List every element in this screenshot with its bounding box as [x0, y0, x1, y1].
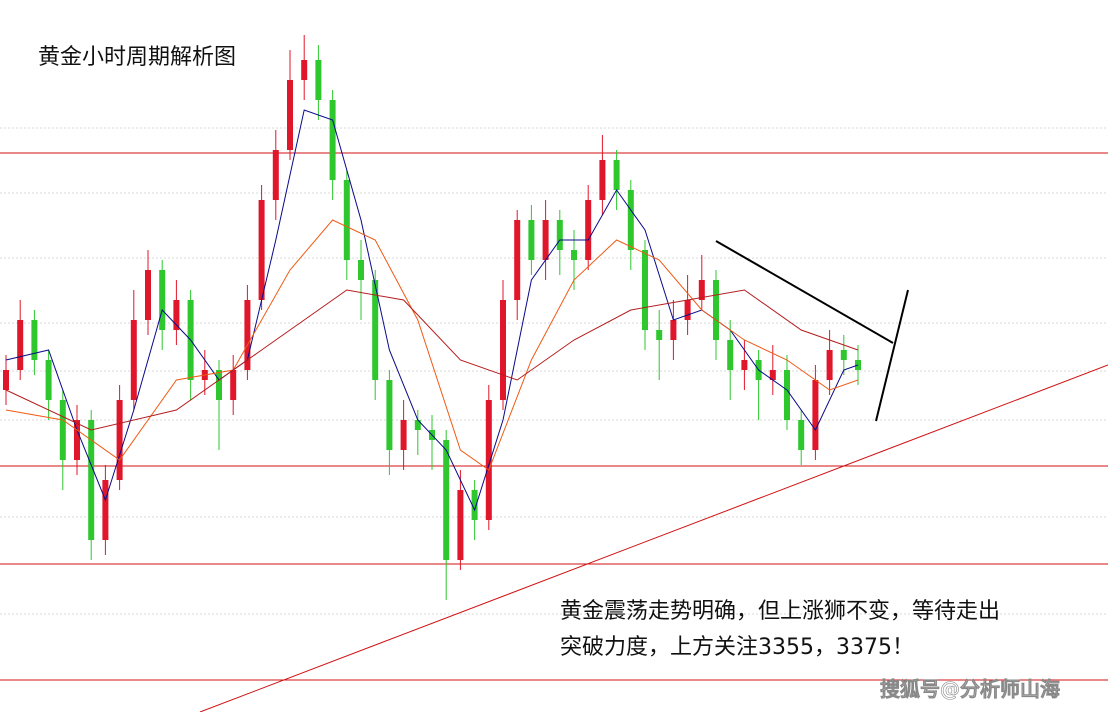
- moving-averages: [5, 109, 859, 512]
- candle-body: [741, 360, 748, 370]
- candle-body: [88, 420, 95, 540]
- candle-body: [102, 480, 109, 540]
- candle-body: [59, 400, 66, 460]
- candles: [3, 35, 861, 600]
- candle-body: [670, 320, 677, 340]
- candle-body: [826, 350, 833, 380]
- candle-body: [230, 370, 237, 400]
- candle-body: [3, 370, 9, 390]
- candle-body: [542, 220, 549, 260]
- candle-body: [784, 370, 790, 420]
- triangle-lines: [715, 240, 909, 422]
- annotation: 突破力度，上方关注3355，3375！: [560, 635, 914, 660]
- candle-body: [585, 200, 592, 260]
- candle-body: [471, 490, 478, 520]
- candle-body: [17, 320, 24, 370]
- candle-body: [556, 220, 563, 250]
- candle-body: [528, 220, 535, 260]
- watermark: 搜狐号@分析师山海: [880, 677, 1060, 701]
- candle-body: [500, 300, 506, 400]
- chart-title: 黄金小时周期解析图: [38, 45, 236, 70]
- candle-body: [684, 300, 691, 320]
- candle-body: [329, 100, 336, 180]
- candle-body: [358, 260, 364, 280]
- candle-body: [769, 370, 776, 380]
- candle-body: [386, 380, 393, 450]
- moving-average: [5, 289, 859, 431]
- candle-body: [74, 420, 80, 460]
- candle-body: [145, 270, 151, 320]
- candle-body: [840, 350, 847, 360]
- candle-body: [400, 420, 407, 450]
- candle-body: [45, 360, 52, 400]
- candle-body: [443, 440, 450, 560]
- candle-body: [116, 400, 123, 480]
- candle-body: [798, 420, 805, 450]
- candle-body: [372, 280, 379, 380]
- moving-average: [5, 219, 859, 471]
- candle-body: [244, 300, 251, 370]
- candle-body: [485, 400, 492, 520]
- candle-body: [514, 220, 521, 300]
- grid: [0, 127, 1108, 615]
- candle-body: [173, 300, 180, 330]
- annotation: 黄金震荡走势明确，但上涨狮不变，等待走出: [560, 599, 1000, 624]
- candle-body: [315, 60, 322, 100]
- candle-body: [159, 270, 166, 330]
- candle-body: [642, 250, 648, 330]
- candle-body: [216, 370, 222, 400]
- levels: [0, 152, 1108, 712]
- candle-body: [599, 160, 606, 200]
- candle-body: [656, 330, 663, 340]
- candle-body: [698, 280, 705, 300]
- candle-body: [613, 160, 620, 190]
- candle-body: [287, 80, 293, 150]
- candle-body: [130, 320, 137, 400]
- candle-body: [713, 280, 719, 340]
- candle-body: [727, 340, 734, 370]
- candle-body: [457, 490, 464, 560]
- candle-body: [258, 200, 265, 300]
- candle-body: [627, 190, 634, 250]
- candle-body: [272, 150, 279, 200]
- candle-body: [343, 180, 350, 260]
- candle-body: [31, 320, 38, 360]
- candle-body: [812, 380, 819, 450]
- candle-body: [414, 420, 421, 430]
- candle-body: [301, 60, 308, 80]
- candle-body: [571, 250, 577, 260]
